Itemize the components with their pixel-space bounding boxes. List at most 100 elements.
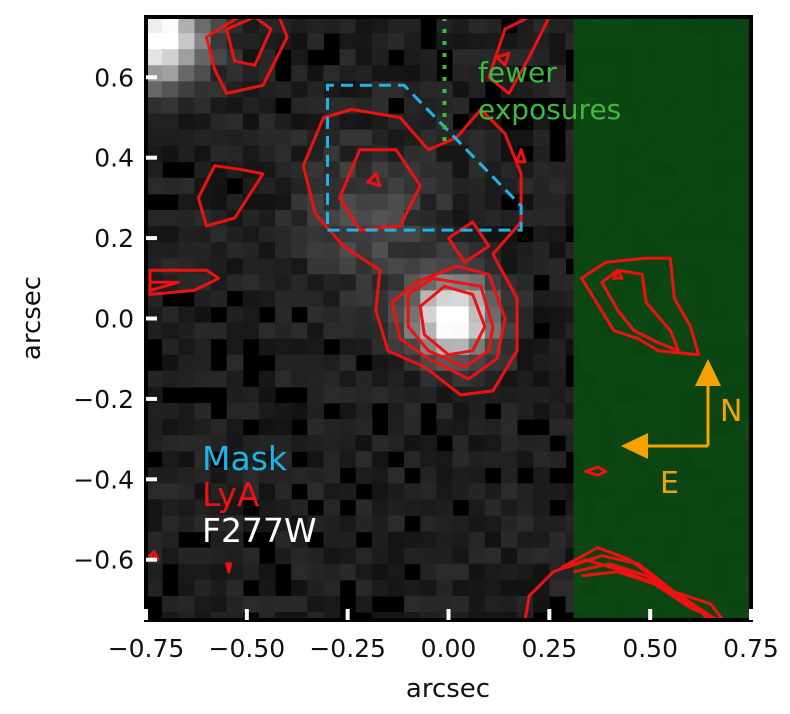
image-pixel — [323, 322, 341, 340]
image-pixel — [500, 33, 518, 50]
image-pixel — [371, 258, 389, 275]
lya-contour-line — [600, 268, 680, 353]
image-pixel — [258, 612, 276, 620]
image-pixel — [194, 145, 212, 163]
image-pixel — [420, 49, 437, 66]
y-axis-label: arcsec — [17, 276, 47, 360]
image-pixel — [307, 563, 324, 581]
image-pixel — [275, 177, 292, 195]
image-pixel — [484, 515, 502, 533]
image-pixel — [549, 49, 566, 66]
image-pixel — [533, 354, 550, 372]
lya-contour-line — [390, 264, 507, 381]
annotation-exposures: exposures — [478, 93, 621, 126]
image-pixel — [500, 563, 518, 581]
image-pixel — [371, 17, 389, 34]
image-pixel — [242, 451, 260, 468]
image-pixel — [371, 113, 389, 131]
image-pixel — [468, 563, 486, 581]
image-pixel — [258, 145, 276, 163]
image-pixel — [339, 65, 357, 82]
image-pixel — [436, 595, 454, 613]
image-pixel — [146, 65, 163, 82]
image-pixel — [452, 483, 470, 500]
image-pixel — [355, 210, 373, 227]
image-pixel — [500, 210, 518, 227]
image-pixel — [307, 354, 324, 372]
compass-north-arrowhead — [695, 359, 721, 386]
image-pixel — [146, 33, 163, 50]
image-pixel — [194, 515, 212, 533]
image-pixel — [436, 306, 454, 324]
image-pixel — [339, 306, 357, 324]
image-pixel — [517, 531, 534, 549]
image-pixel — [355, 402, 373, 420]
image-pixel — [210, 274, 228, 291]
image-pixel — [355, 419, 373, 436]
image-pixel — [484, 177, 502, 195]
image-pixel — [533, 370, 550, 388]
image-pixel — [533, 193, 550, 211]
lya-contour-line — [565, 554, 712, 618]
image-pixel — [404, 483, 421, 500]
image-pixel — [162, 258, 179, 275]
image-pixel — [291, 579, 308, 597]
image-pixel — [242, 290, 260, 308]
image-pixel — [533, 306, 550, 324]
image-pixel — [226, 145, 244, 163]
image-pixel — [549, 579, 566, 597]
image-pixel — [500, 531, 518, 549]
image-pixel — [210, 33, 228, 50]
image-pixel — [258, 129, 276, 147]
image-pixel — [194, 161, 212, 179]
image-pixel — [484, 531, 502, 549]
image-pixel — [484, 612, 502, 620]
image-pixel — [355, 595, 373, 613]
image-pixel — [420, 515, 437, 533]
image-pixel — [291, 258, 308, 275]
image-pixel — [371, 145, 389, 163]
image-pixel — [371, 210, 389, 227]
image-pixel — [146, 306, 163, 324]
image-pixel — [226, 612, 244, 620]
image-pixel — [371, 33, 389, 50]
image-pixel — [291, 65, 308, 82]
image-pixel — [388, 17, 405, 34]
image-pixel — [388, 370, 405, 388]
y-tick-label: −0.4 — [73, 465, 134, 494]
image-pixel — [146, 145, 163, 163]
image-pixel — [468, 354, 486, 372]
image-pixel — [371, 65, 389, 82]
image-pixel — [500, 451, 518, 468]
image-pixel — [468, 435, 486, 452]
image-pixel — [323, 258, 341, 275]
image-pixel — [194, 322, 212, 340]
image-pixel — [549, 386, 566, 404]
image-pixel — [275, 129, 292, 147]
image-pixel — [307, 435, 324, 452]
image-pixel — [178, 226, 195, 243]
image-pixel — [178, 242, 195, 259]
image-pixel — [258, 595, 276, 613]
image-pixel — [371, 515, 389, 533]
image-pixel — [468, 515, 486, 533]
image-pixel — [210, 290, 228, 308]
image-pixel — [517, 547, 534, 565]
image-pixel — [517, 33, 534, 50]
image-pixel — [275, 547, 292, 565]
image-pixel — [226, 595, 244, 613]
image-pixel — [468, 242, 486, 259]
image-pixel — [146, 547, 163, 565]
image-pixel — [420, 547, 437, 565]
image-pixel — [436, 531, 454, 549]
image-pixel — [291, 322, 308, 340]
image-pixel — [226, 579, 244, 597]
image-pixel — [468, 33, 486, 50]
image-pixel — [371, 483, 389, 500]
image-pixel — [258, 242, 276, 259]
image-pixel — [452, 595, 470, 613]
image-pixel — [339, 49, 357, 66]
image-pixel — [420, 193, 437, 211]
image-pixel — [436, 242, 454, 259]
image-pixel — [146, 242, 163, 259]
